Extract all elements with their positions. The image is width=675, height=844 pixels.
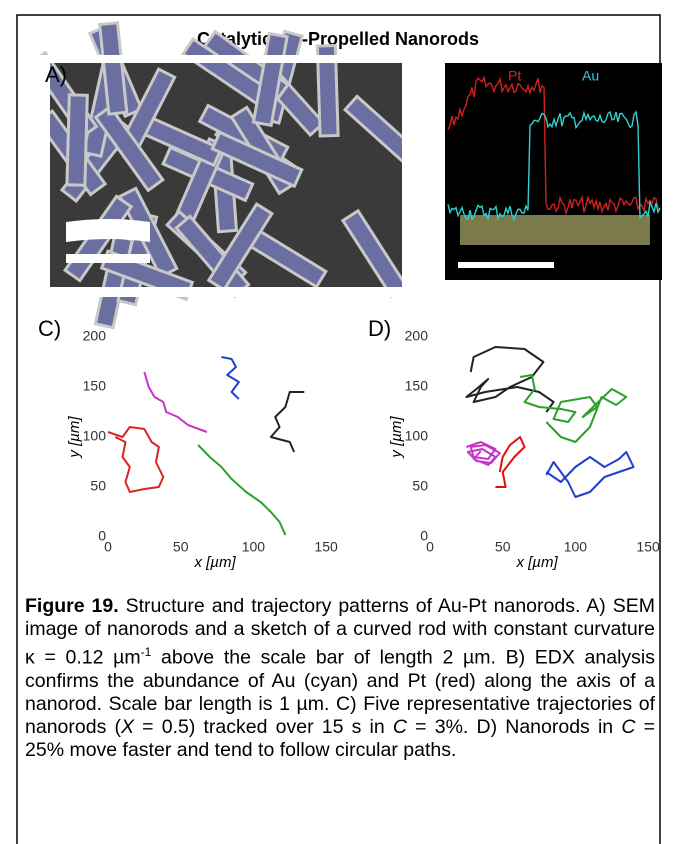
x-tick-label: 50 [495,539,511,555]
y-tick-label: 150 [83,378,107,394]
clip-mask [45,55,405,63]
y-tick-label: 100 [83,428,107,444]
caption-text: X [121,716,134,738]
y-axis-label: y [µm] [66,416,83,459]
page: Catalytically-Propelled Nanorods A) B) C… [0,0,675,844]
curved-rod [66,219,150,242]
clip-mask [45,287,405,297]
y-tick-label: 0 [420,528,428,544]
trajectory [198,445,285,535]
y-tick-label: 100 [405,428,429,444]
y-tick-label: 200 [83,328,107,344]
panel-label: C) [38,316,61,341]
y-tick-label: 50 [412,478,428,494]
trajectory [271,392,304,452]
edx-label: Pt [508,68,521,84]
trajectory [466,442,499,465]
caption-text: = 0.5) tracked over 15 s in [134,716,393,738]
figure-title: Catalytically-Propelled Nanorods [197,29,479,49]
y-tick-label: 200 [405,328,429,344]
caption: Figure 19. Structure and trajectory patt… [25,595,655,762]
caption-text: = 3%. D) Nanorods in [407,716,621,738]
edx-image [445,63,662,280]
trajectory [144,372,207,432]
y-tick-label: 0 [98,528,106,544]
x-tick-label: 150 [636,539,660,555]
caption-text: C [393,716,407,738]
trajectory [466,347,553,412]
edx-label: Au [582,68,599,84]
x-axis-label: x [µm] [193,554,236,571]
x-tick-label: 100 [564,539,588,555]
trajectory [520,375,626,442]
trajectory [108,427,163,492]
y-tick-label: 150 [405,378,429,394]
panel-label: B) [448,62,470,87]
caption-text: C [621,716,635,738]
x-tick-label: 150 [314,539,338,555]
x-axis-label: x [µm] [515,554,558,571]
caption-text: -1 [141,645,152,659]
trajectory [221,357,238,399]
clip-mask [18,55,50,295]
y-axis-label: y [µm] [388,416,405,459]
panel-label: D) [368,316,391,341]
clip-mask [402,60,442,290]
trajectory [546,452,633,497]
rod [67,95,87,185]
x-tick-label: 100 [242,539,266,555]
sem-image [18,23,442,328]
x-tick-label: 50 [173,539,189,555]
scale-bar [66,254,150,263]
rod-body [67,95,87,185]
trajectory [495,437,524,487]
y-tick-label: 50 [90,478,106,494]
caption-label: Figure 19. [25,595,119,617]
panel-label: A) [45,62,67,87]
